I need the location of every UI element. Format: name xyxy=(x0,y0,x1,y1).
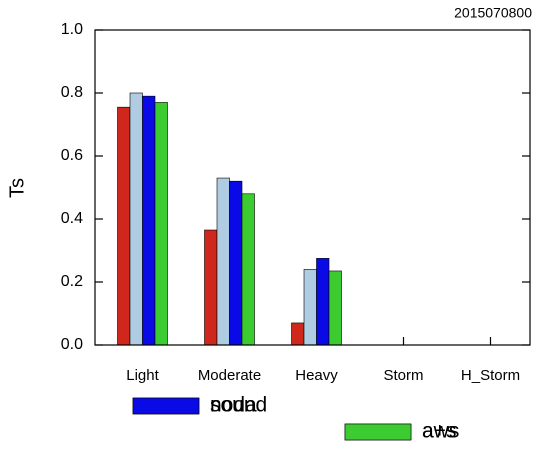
bar xyxy=(241,193,255,346)
legend-label: noda xyxy=(210,394,257,417)
bar xyxy=(316,258,330,346)
annotation: 2015070800 xyxy=(454,5,532,21)
y-axis-label: Ts xyxy=(6,178,28,198)
y-tick-label: 1.0 xyxy=(61,21,83,38)
bar xyxy=(216,177,230,346)
bar xyxy=(291,322,305,346)
x-tick-label: Heavy xyxy=(295,367,338,384)
x-tick-label: Moderate xyxy=(198,367,261,384)
bar xyxy=(328,270,342,346)
plot-frame xyxy=(94,29,531,346)
x-tick-label: H_Storm xyxy=(461,367,520,384)
legend-label: sound xyxy=(210,394,267,417)
bar xyxy=(129,92,143,346)
x-tick-label: Light xyxy=(126,367,159,384)
x-tick-label: Storm xyxy=(383,367,423,384)
bar xyxy=(154,102,168,346)
legend-label: aws xyxy=(422,420,459,443)
bar xyxy=(303,269,317,346)
bar xyxy=(229,180,243,346)
bar xyxy=(204,229,218,346)
y-tick-label: 0.8 xyxy=(61,84,83,101)
legend-label: a+s xyxy=(422,420,456,443)
legend-swatch xyxy=(344,423,412,441)
y-tick-label: 0.2 xyxy=(61,273,83,290)
legend-swatch xyxy=(132,397,200,415)
y-tick-label: 0.6 xyxy=(61,147,83,164)
y-tick-label: 0.0 xyxy=(61,336,83,353)
bar xyxy=(142,95,156,346)
bar xyxy=(117,106,131,346)
y-tick-label: 0.4 xyxy=(61,210,83,227)
